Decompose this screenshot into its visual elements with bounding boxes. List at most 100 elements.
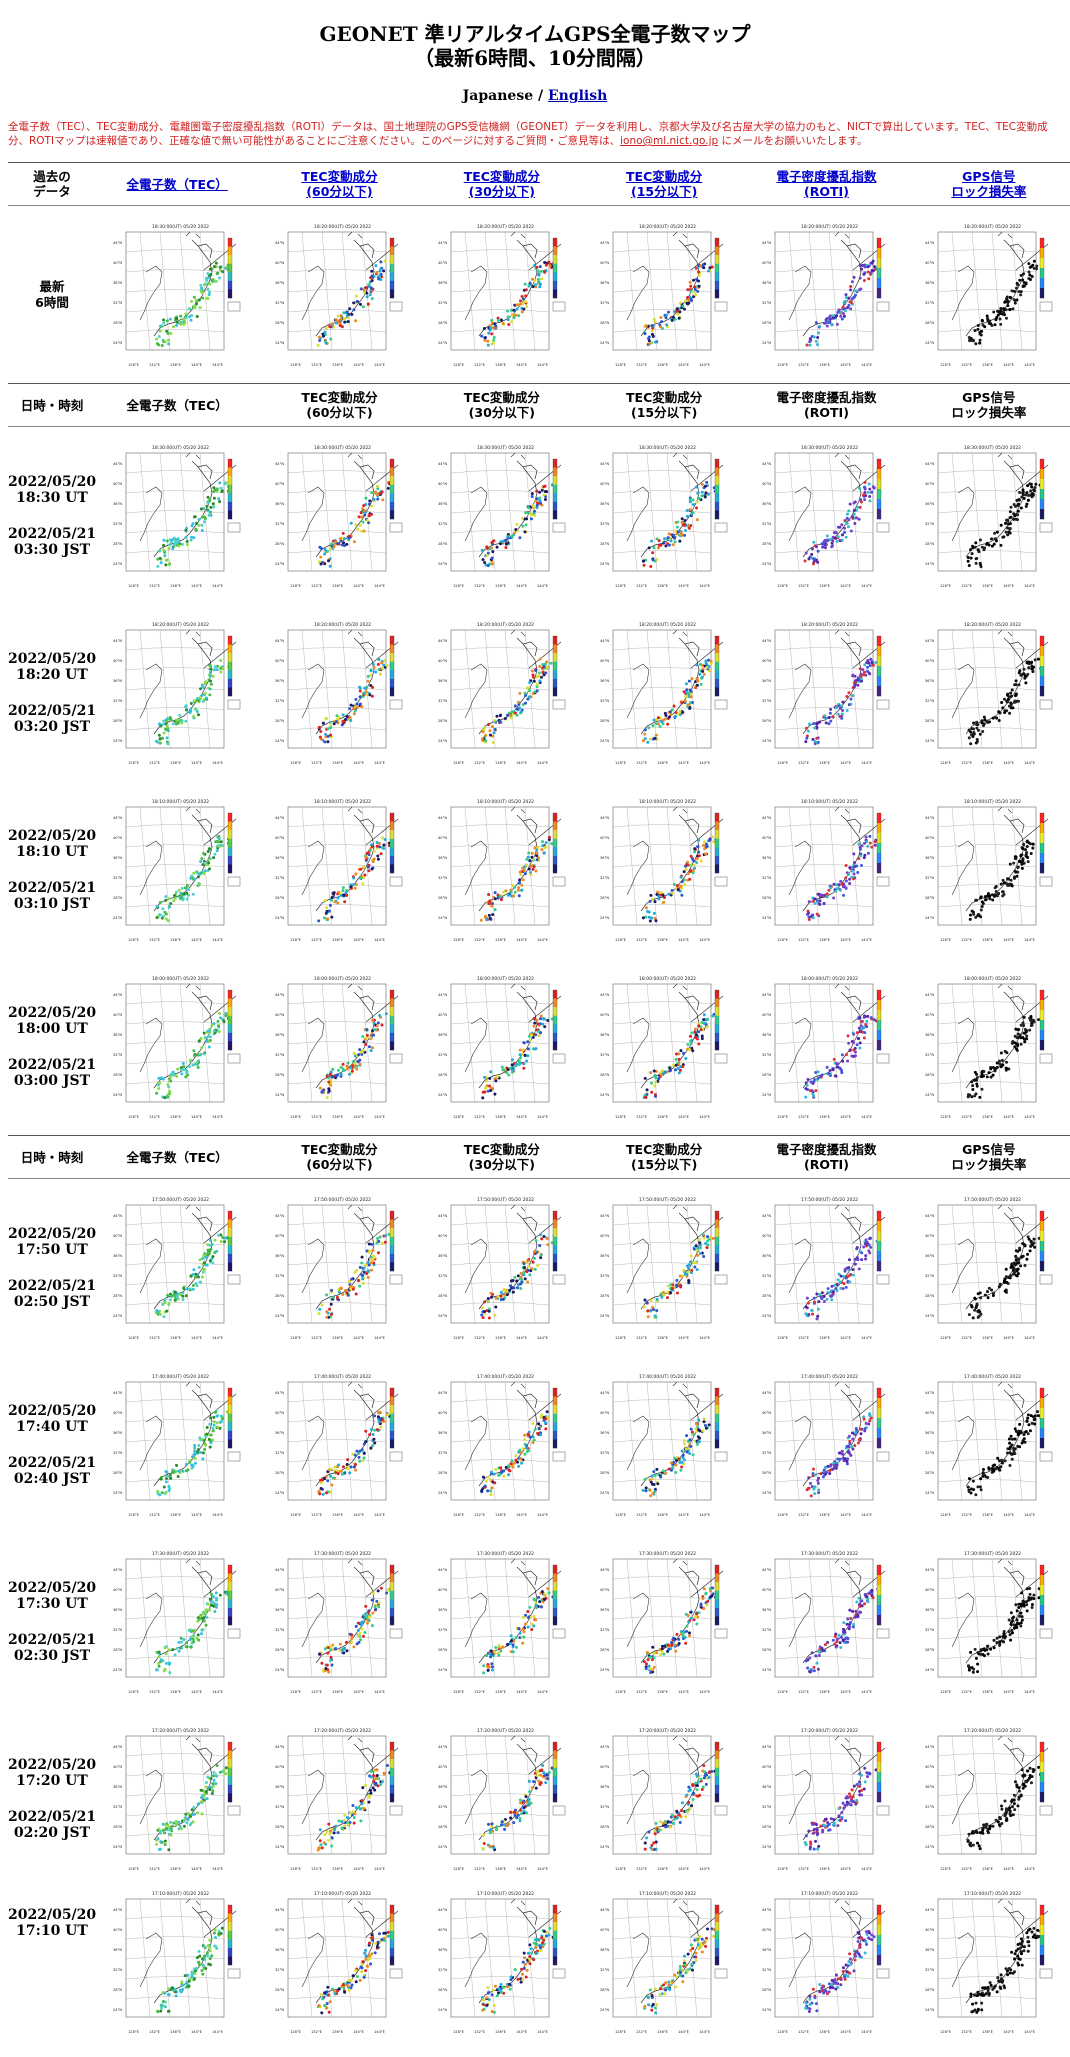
tec-map-roti[interactable]: 18:30:00(UT) 05/20 202244°N40°N36°N32°N2…	[761, 441, 891, 591]
tec-map-roti[interactable]: 17:20:00(UT) 05/20 202244°N40°N36°N32°N2…	[761, 1724, 891, 1874]
svg-text:140°E: 140°E	[353, 938, 365, 942]
tec-map-var60[interactable]: 17:20:00(UT) 05/20 202244°N40°N36°N32°N2…	[274, 1724, 404, 1874]
column-header-var15[interactable]: TEC変動成分 (15分以下)	[583, 163, 745, 206]
tec-map-lock[interactable]: 17:10:00(UT) 05/20 202244°N40°N36°N32°N2…	[924, 1887, 1054, 2037]
tec-map-var15[interactable]: 17:10:00(UT) 05/20 202244°N40°N36°N32°N2…	[599, 1887, 729, 2037]
tec-map-lock[interactable]: 18:20:00(UT) 05/20 202244°N40°N36°N32°N2…	[924, 618, 1054, 768]
tec-map-roti[interactable]: 17:10:00(UT) 05/20 202244°N40°N36°N32°N2…	[761, 1887, 891, 2037]
column-header-var30[interactable]: TEC変動成分 (30分以下)	[421, 163, 583, 206]
map-time-label: 18:30:00(UT) 05/20 2022	[964, 445, 1021, 451]
svg-text:40°N: 40°N	[438, 1234, 447, 1238]
tec-map-var15[interactable]: 18:20:00(UT) 05/20 202244°N40°N36°N32°N2…	[599, 618, 729, 768]
map-time-label: 17:20:00(UT) 05/20 2022	[964, 1728, 1021, 1734]
station-legend-box	[877, 877, 889, 886]
tec-map-tec[interactable]: 17:20:00(UT) 05/20 202244°N40°N36°N32°N2…	[112, 1724, 242, 1874]
tec-map-var60[interactable]: 18:00:00(UT) 05/20 202244°N40°N36°N32°N2…	[274, 972, 404, 1122]
tec-map-tec[interactable]: 17:30:00(UT) 05/20 202244°N40°N36°N32°N2…	[112, 1547, 242, 1697]
tec-map-tec[interactable]: 18:00:00(UT) 05/20 202244°N40°N36°N32°N2…	[112, 972, 242, 1122]
svg-text:144°E: 144°E	[212, 938, 224, 942]
svg-text:36°N: 36°N	[275, 281, 284, 285]
tec-map-lock[interactable]: 17:40:00(UT) 05/20 202244°N40°N36°N32°N2…	[924, 1370, 1054, 1520]
ut-time: 17:40 UT	[8, 1419, 96, 1435]
svg-text:40°N: 40°N	[438, 482, 447, 486]
svg-text:24°N: 24°N	[600, 916, 609, 920]
svg-text:136°E: 136°E	[170, 761, 182, 765]
tec-map-var60[interactable]: 17:10:00(UT) 05/20 202244°N40°N36°N32°N2…	[274, 1887, 404, 2037]
tec-map-roti[interactable]: 18:00:00(UT) 05/20 202244°N40°N36°N32°N2…	[761, 972, 891, 1122]
svg-text:128°E: 128°E	[777, 1336, 789, 1340]
ut-time: 17:10 UT	[8, 1923, 96, 1939]
tec-map-var30[interactable]: 18:10:00(UT) 05/20 202244°N40°N36°N32°N2…	[437, 795, 567, 945]
language-english-link[interactable]: English	[548, 88, 607, 104]
station-legend-box	[553, 1806, 565, 1815]
tec-map-roti[interactable]: 17:50:00(UT) 05/20 202244°N40°N36°N32°N2…	[761, 1193, 891, 1343]
column-header-lock[interactable]: GPS信号 ロック損失率	[908, 163, 1070, 206]
tec-map-tec[interactable]: 17:50:00(UT) 05/20 202244°N40°N36°N32°N2…	[112, 1193, 242, 1343]
tec-map-var60[interactable]: 18:20:00(UT) 05/20 202244°N40°N36°N32°N2…	[274, 220, 404, 370]
tec-map-var30[interactable]: 17:10:00(UT) 05/20 202244°N40°N36°N32°N2…	[437, 1887, 567, 2037]
tec-map-lock[interactable]: 18:20:00(UT) 05/20 202244°N40°N36°N32°N2…	[924, 220, 1054, 370]
tec-map-var15[interactable]: 17:30:00(UT) 05/20 202244°N40°N36°N32°N2…	[599, 1547, 729, 1697]
tec-map-tec[interactable]: 17:40:00(UT) 05/20 202244°N40°N36°N32°N2…	[112, 1370, 242, 1520]
tec-map-var60[interactable]: 17:50:00(UT) 05/20 202244°N40°N36°N32°N2…	[274, 1193, 404, 1343]
tec-map-lock[interactable]: 18:00:00(UT) 05/20 202244°N40°N36°N32°N2…	[924, 972, 1054, 1122]
ut-time: 18:30 UT	[8, 490, 96, 506]
notice-email-link[interactable]: iono@ml.nict.go.jp	[620, 135, 718, 147]
tec-map-roti[interactable]: 18:20:00(UT) 05/20 202244°N40°N36°N32°N2…	[761, 220, 891, 370]
svg-text:32°N: 32°N	[275, 522, 284, 526]
tec-map-tec[interactable]: 18:30:00(UT) 05/20 202244°N40°N36°N32°N2…	[112, 220, 242, 370]
tec-map-lock[interactable]: 17:20:00(UT) 05/20 202244°N40°N36°N32°N2…	[924, 1724, 1054, 1874]
column-header-roti[interactable]: 電子密度擾乱指数 (ROTI)	[745, 163, 907, 206]
tec-map-var60[interactable]: 17:40:00(UT) 05/20 202244°N40°N36°N32°N2…	[274, 1370, 404, 1520]
column-header-var60[interactable]: TEC変動成分 (60分以下)	[258, 163, 420, 206]
svg-text:36°N: 36°N	[275, 1254, 284, 1258]
tec-map-tec[interactable]: 18:20:00(UT) 05/20 202244°N40°N36°N32°N2…	[112, 618, 242, 768]
station-legend-box	[715, 523, 727, 532]
tec-map-var60[interactable]: 18:20:00(UT) 05/20 202244°N40°N36°N32°N2…	[274, 618, 404, 768]
tec-map-var60[interactable]: 17:30:00(UT) 05/20 202244°N40°N36°N32°N2…	[274, 1547, 404, 1697]
tec-map-tec[interactable]: 18:10:00(UT) 05/20 202244°N40°N36°N32°N2…	[112, 795, 242, 945]
column-header-tec[interactable]: 全電子数（TEC）	[96, 163, 258, 206]
tec-map-var30[interactable]: 18:30:00(UT) 05/20 202244°N40°N36°N32°N2…	[437, 441, 567, 591]
svg-text:36°N: 36°N	[762, 502, 771, 506]
tec-map-var15[interactable]: 18:20:00(UT) 05/20 202244°N40°N36°N32°N2…	[599, 220, 729, 370]
tec-map-var15[interactable]: 18:10:00(UT) 05/20 202244°N40°N36°N32°N2…	[599, 795, 729, 945]
tec-map-var30[interactable]: 18:20:00(UT) 05/20 202244°N40°N36°N32°N2…	[437, 220, 567, 370]
map-time-label: 18:10:00(UT) 05/20 2022	[152, 799, 209, 805]
tec-map-var60[interactable]: 18:30:00(UT) 05/20 202244°N40°N36°N32°N2…	[274, 441, 404, 591]
svg-text:140°E: 140°E	[840, 1115, 852, 1119]
tec-map-var15[interactable]: 17:50:00(UT) 05/20 202244°N40°N36°N32°N2…	[599, 1193, 729, 1343]
tec-map-var60[interactable]: 18:10:00(UT) 05/20 202244°N40°N36°N32°N2…	[274, 795, 404, 945]
tec-map-roti[interactable]: 17:30:00(UT) 05/20 202244°N40°N36°N32°N2…	[761, 1547, 891, 1697]
svg-text:136°E: 136°E	[170, 1336, 182, 1340]
tec-map-var15[interactable]: 17:20:00(UT) 05/20 202244°N40°N36°N32°N2…	[599, 1724, 729, 1874]
tec-map-lock[interactable]: 18:30:00(UT) 05/20 202244°N40°N36°N32°N2…	[924, 441, 1054, 591]
tec-map-lock[interactable]: 18:10:00(UT) 05/20 202244°N40°N36°N32°N2…	[924, 795, 1054, 945]
station-legend-box	[228, 302, 240, 311]
svg-text:44°N: 44°N	[600, 241, 609, 245]
svg-text:144°E: 144°E	[212, 1115, 224, 1119]
tec-map-roti[interactable]: 18:20:00(UT) 05/20 202244°N40°N36°N32°N2…	[761, 618, 891, 768]
tec-map-var30[interactable]: 17:30:00(UT) 05/20 202244°N40°N36°N32°N2…	[437, 1547, 567, 1697]
tec-map-var15[interactable]: 18:30:00(UT) 05/20 202244°N40°N36°N32°N2…	[599, 441, 729, 591]
tec-map-var30[interactable]: 18:00:00(UT) 05/20 202244°N40°N36°N32°N2…	[437, 972, 567, 1122]
tec-map-var15[interactable]: 18:00:00(UT) 05/20 202244°N40°N36°N32°N2…	[599, 972, 729, 1122]
tec-map-tec[interactable]: 18:30:00(UT) 05/20 202244°N40°N36°N32°N2…	[112, 441, 242, 591]
tec-map-var30[interactable]: 17:50:00(UT) 05/20 202244°N40°N36°N32°N2…	[437, 1193, 567, 1343]
tec-map-lock[interactable]: 17:30:00(UT) 05/20 202244°N40°N36°N32°N2…	[924, 1547, 1054, 1697]
svg-text:44°N: 44°N	[762, 241, 771, 245]
tec-map-lock[interactable]: 17:50:00(UT) 05/20 202244°N40°N36°N32°N2…	[924, 1193, 1054, 1343]
tec-map-var15[interactable]: 17:40:00(UT) 05/20 202244°N40°N36°N32°N2…	[599, 1370, 729, 1520]
station-legend-box	[715, 1275, 727, 1284]
tec-map-var30[interactable]: 17:20:00(UT) 05/20 202244°N40°N36°N32°N2…	[437, 1724, 567, 1874]
tec-map-var30[interactable]: 17:40:00(UT) 05/20 202244°N40°N36°N32°N2…	[437, 1370, 567, 1520]
tec-map-roti[interactable]: 18:10:00(UT) 05/20 202244°N40°N36°N32°N2…	[761, 795, 891, 945]
svg-text:128°E: 128°E	[777, 584, 789, 588]
tec-map-roti[interactable]: 17:40:00(UT) 05/20 202244°N40°N36°N32°N2…	[761, 1370, 891, 1520]
tec-map-var30[interactable]: 18:20:00(UT) 05/20 202244°N40°N36°N32°N2…	[437, 618, 567, 768]
tec-map-tec[interactable]: 17:10:00(UT) 05/20 202244°N40°N36°N32°N2…	[112, 1887, 242, 2037]
